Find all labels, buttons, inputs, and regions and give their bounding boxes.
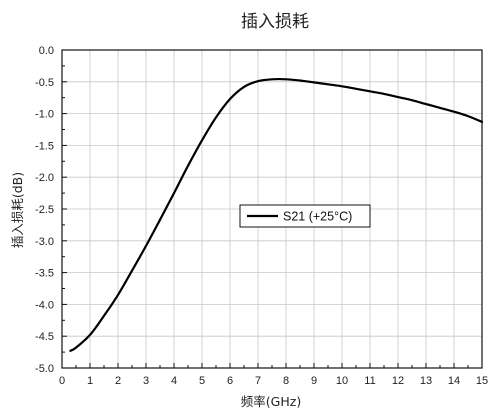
x-tick-label: 2	[115, 375, 121, 387]
y-axis-label: 插入损耗(dB)	[10, 172, 25, 248]
y-tick-label: -3.5	[35, 268, 54, 280]
x-tick-label: 7	[255, 375, 261, 387]
chart-title: 插入损耗	[241, 12, 309, 32]
x-tick-label: 13	[420, 375, 432, 387]
x-tick-label: 12	[392, 375, 404, 387]
legend-label: S21 (+25°C)	[283, 210, 352, 224]
y-tick-label: -5.0	[35, 363, 54, 375]
x-tick-label: 5	[199, 375, 205, 387]
x-tick-label: 3	[143, 375, 149, 387]
y-tick-label: -1.5	[35, 140, 54, 152]
x-axis-label: 频率(GHz)	[241, 394, 301, 409]
y-tick-label: -0.5	[35, 77, 54, 89]
x-tick-label: 6	[227, 375, 233, 387]
y-axis-ticks: 0.0 -0.5 -1.0 -1.5 -2.0 -2.5 -3.0 -3.5 -4.0 -4.5 -…	[35, 45, 67, 375]
grid-lines	[62, 50, 482, 368]
series-line-s21	[69, 77, 484, 352]
x-tick-label: 14	[448, 375, 460, 387]
y-tick-label: 0.0	[39, 45, 54, 57]
x-axis-ticks: 0 1 2 3 4 5 6 7 8 9 10 11 12 13 14 15	[59, 363, 488, 387]
legend: S21 (+25°C)	[239, 204, 371, 228]
x-tick-label: 0	[59, 375, 65, 387]
x-tick-label: 11	[364, 375, 375, 387]
y-tick-label: -2.5	[35, 204, 54, 216]
x-tick-label: 10	[336, 375, 348, 387]
x-tick-label: 4	[171, 375, 177, 387]
y-tick-label: -1.0	[35, 109, 54, 121]
y-tick-label: -4.0	[35, 299, 54, 311]
x-tick-label: 1	[87, 375, 93, 387]
y-tick-label: -3.0	[35, 236, 54, 248]
y-tick-label: -2.0	[35, 172, 54, 184]
x-tick-label: 8	[283, 375, 289, 387]
x-tick-label: 15	[476, 375, 488, 387]
legend-box	[239, 204, 371, 228]
y-tick-label: -4.5	[35, 331, 54, 343]
x-tick-label: 9	[311, 375, 317, 387]
